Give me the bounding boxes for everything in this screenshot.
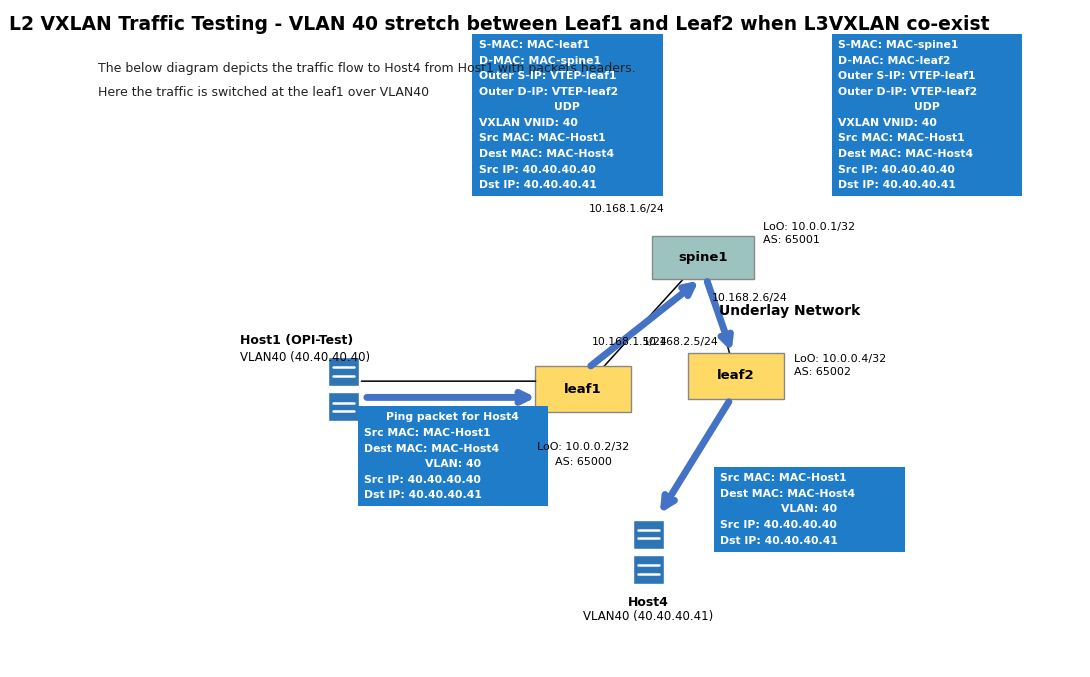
Text: Dst IP: 40.40.40.41: Dst IP: 40.40.40.41 xyxy=(720,536,838,546)
Text: Outer D-IP: VTEP-leaf2: Outer D-IP: VTEP-leaf2 xyxy=(479,87,618,97)
Text: Outer S-IP: VTEP-leaf1: Outer S-IP: VTEP-leaf1 xyxy=(479,71,616,81)
Text: Src MAC: MAC-Host1: Src MAC: MAC-Host1 xyxy=(364,428,490,438)
FancyBboxPatch shape xyxy=(688,353,784,399)
FancyBboxPatch shape xyxy=(358,406,548,506)
Text: Underlay Network: Underlay Network xyxy=(719,305,861,318)
FancyBboxPatch shape xyxy=(832,34,1022,196)
Text: 10.168.1.5/24: 10.168.1.5/24 xyxy=(592,337,667,347)
Text: AS: 65000: AS: 65000 xyxy=(555,457,611,466)
Text: Dest MAC: MAC-Host4: Dest MAC: MAC-Host4 xyxy=(720,489,856,499)
FancyBboxPatch shape xyxy=(633,520,664,548)
Text: Src IP: 40.40.40.40: Src IP: 40.40.40.40 xyxy=(364,475,481,485)
Text: Src IP: 40.40.40.40: Src IP: 40.40.40.40 xyxy=(479,165,595,175)
Text: spine1: spine1 xyxy=(678,250,728,264)
Text: S-MAC: MAC-leaf1: S-MAC: MAC-leaf1 xyxy=(479,40,590,50)
FancyBboxPatch shape xyxy=(535,366,631,412)
Text: LoO: 10.0.0.2/32: LoO: 10.0.0.2/32 xyxy=(537,442,629,452)
Text: leaf2: leaf2 xyxy=(717,369,754,383)
Text: The below diagram depicts the traffic flow to Host4 from Host1 with packets head: The below diagram depicts the traffic fl… xyxy=(98,62,635,75)
Text: LoO: 10.0.0.1/32: LoO: 10.0.0.1/32 xyxy=(763,222,856,232)
Text: VLAN40 (40.40.40.41): VLAN40 (40.40.40.41) xyxy=(583,609,714,623)
Text: 10.168.2.5/24: 10.168.2.5/24 xyxy=(643,337,718,347)
Text: Src IP: 40.40.40.40: Src IP: 40.40.40.40 xyxy=(838,165,955,175)
Text: Host4: Host4 xyxy=(628,596,669,609)
Text: AS: 65002: AS: 65002 xyxy=(794,368,850,377)
Text: Dest MAC: MAC-Host4: Dest MAC: MAC-Host4 xyxy=(838,149,973,159)
Text: 10.168.1.6/24: 10.168.1.6/24 xyxy=(589,204,664,213)
Text: Outer S-IP: VTEP-leaf1: Outer S-IP: VTEP-leaf1 xyxy=(838,71,976,81)
Text: Outer D-IP: VTEP-leaf2: Outer D-IP: VTEP-leaf2 xyxy=(838,87,978,97)
Text: VXLAN VNID: 40: VXLAN VNID: 40 xyxy=(479,118,578,128)
Text: Dst IP: 40.40.40.41: Dst IP: 40.40.40.41 xyxy=(364,490,482,500)
Text: VLAN: 40: VLAN: 40 xyxy=(425,459,481,469)
Text: VLAN40 (40.40.40.40): VLAN40 (40.40.40.40) xyxy=(240,351,370,364)
Text: Dest MAC: MAC-Host4: Dest MAC: MAC-Host4 xyxy=(364,443,499,454)
Text: D-MAC: MAC-leaf2: D-MAC: MAC-leaf2 xyxy=(838,56,950,66)
Text: UDP: UDP xyxy=(555,102,580,112)
Text: 10.168.2.6/24: 10.168.2.6/24 xyxy=(712,293,787,303)
Text: D-MAC: MAC-spine1: D-MAC: MAC-spine1 xyxy=(479,56,601,66)
Text: Src IP: 40.40.40.40: Src IP: 40.40.40.40 xyxy=(720,520,837,530)
Text: L2 VXLAN Traffic Testing - VLAN 40 stretch between Leaf1 and Leaf2 when L3VXLAN : L2 VXLAN Traffic Testing - VLAN 40 stret… xyxy=(9,15,990,34)
Text: Dst IP: 40.40.40.41: Dst IP: 40.40.40.41 xyxy=(479,180,596,190)
Text: leaf1: leaf1 xyxy=(565,383,602,396)
FancyBboxPatch shape xyxy=(472,34,663,196)
Text: VLAN: 40: VLAN: 40 xyxy=(782,504,837,515)
Text: Here the traffic is switched at the leaf1 over VLAN40: Here the traffic is switched at the leaf… xyxy=(98,86,429,99)
FancyBboxPatch shape xyxy=(633,555,664,584)
Text: Src MAC: MAC-Host1: Src MAC: MAC-Host1 xyxy=(838,133,965,144)
FancyBboxPatch shape xyxy=(652,236,754,278)
Text: UDP: UDP xyxy=(915,102,940,112)
Text: Src MAC: MAC-Host1: Src MAC: MAC-Host1 xyxy=(720,473,847,483)
FancyBboxPatch shape xyxy=(714,467,905,552)
Text: Dest MAC: MAC-Host4: Dest MAC: MAC-Host4 xyxy=(479,149,614,159)
Text: LoO: 10.0.0.4/32: LoO: 10.0.0.4/32 xyxy=(794,354,886,364)
Text: Dst IP: 40.40.40.41: Dst IP: 40.40.40.41 xyxy=(838,180,956,190)
Text: S-MAC: MAC-spine1: S-MAC: MAC-spine1 xyxy=(838,40,958,50)
Text: Host1 (OPI-Test): Host1 (OPI-Test) xyxy=(240,334,353,347)
Text: VXLAN VNID: 40: VXLAN VNID: 40 xyxy=(838,118,937,128)
FancyBboxPatch shape xyxy=(328,357,359,386)
Text: Ping packet for Host4: Ping packet for Host4 xyxy=(387,412,519,422)
Text: Src MAC: MAC-Host1: Src MAC: MAC-Host1 xyxy=(479,133,605,144)
Text: AS: 65001: AS: 65001 xyxy=(763,236,820,245)
FancyBboxPatch shape xyxy=(328,393,359,421)
